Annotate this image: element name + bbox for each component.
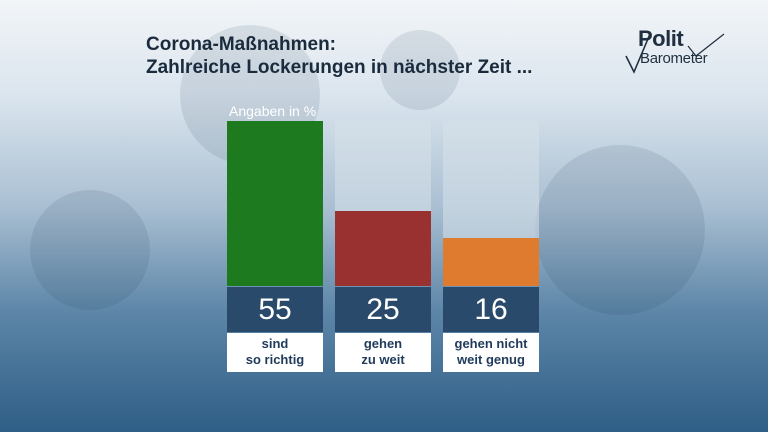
logo-text-polit: Polit bbox=[638, 26, 684, 51]
category-box-1 bbox=[227, 333, 323, 372]
category-label-2-line1: gehen bbox=[364, 336, 402, 351]
value-label-3: 16 bbox=[474, 293, 507, 326]
title-line-2: Zahlreiche Lockerungen in nächster Zeit … bbox=[146, 57, 533, 78]
category-label-3-line1: gehen nicht bbox=[455, 336, 529, 351]
chart-title: Corona-Maßnahmen: Zahlreiche Lockerungen… bbox=[146, 33, 532, 79]
logo-text-barometer: Barometer bbox=[640, 50, 708, 67]
category-label-2-line2: zu weit bbox=[361, 352, 405, 367]
value-label-2: 25 bbox=[366, 293, 399, 326]
value-label-1: 55 bbox=[258, 293, 291, 326]
value-band-1 bbox=[227, 287, 323, 332]
bar-2 bbox=[335, 211, 431, 286]
value-band-3 bbox=[443, 287, 539, 332]
category-box-2 bbox=[335, 333, 431, 372]
title-line-1: Corona-Maßnahmen: bbox=[146, 34, 336, 55]
bar-3 bbox=[443, 238, 539, 286]
bar-1 bbox=[227, 121, 323, 286]
category-box-3 bbox=[443, 333, 539, 372]
category-label-1-line2: so richtig bbox=[246, 352, 305, 367]
value-band-2 bbox=[335, 287, 431, 332]
unit-label: Angaben in % bbox=[229, 103, 317, 119]
politbarometer-logo: Polit Barometer bbox=[620, 26, 730, 74]
logo-check-icon bbox=[625, 33, 725, 74]
category-label-3-line2: weit genug bbox=[456, 352, 525, 367]
category-label-1-line1: sind bbox=[262, 336, 289, 351]
